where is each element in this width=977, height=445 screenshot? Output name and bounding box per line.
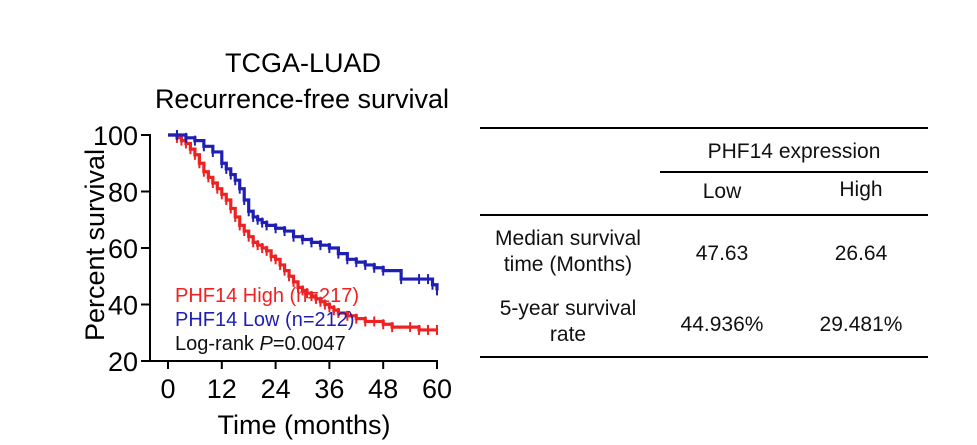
table-bottom-rule <box>480 356 928 358</box>
y-tick-label: 60 <box>108 234 138 264</box>
table-cell: 47.63 <box>695 242 749 265</box>
x-tick-label: 0 <box>160 374 175 404</box>
table-group-rule <box>660 171 928 173</box>
legend-high: PHF14 High (n=217) <box>175 285 359 307</box>
x-tick-label: 36 <box>314 374 344 404</box>
table-row-label: Median survival time (Months) <box>475 226 661 278</box>
y-tick-label: 100 <box>93 121 138 151</box>
row1-label-line2: time (Months) <box>503 253 633 276</box>
table-group-header: PHF14 expression <box>707 140 881 163</box>
x-tick-label: 24 <box>261 374 291 404</box>
table-cell: 29.481% <box>819 313 903 336</box>
y-tick-label: 40 <box>108 291 138 321</box>
x-tick-label: 60 <box>422 374 452 404</box>
x-tick-label: 12 <box>207 374 237 404</box>
chart-title-line2: Recurrence-free survival <box>155 84 449 114</box>
km-chart: TCGA-LUAD Recurrence-free survival Perce… <box>80 48 452 440</box>
x-tick-label: 48 <box>368 374 398 404</box>
table-top-rule <box>480 127 928 129</box>
logrank-prefix: Log-rank <box>175 333 260 355</box>
table-header-rule <box>480 214 928 216</box>
table-cell: 26.64 <box>834 242 888 265</box>
logrank-p: P <box>260 333 274 355</box>
legend-low: PHF14 Low (n=212) <box>175 309 355 331</box>
y-tick-label: 80 <box>108 178 138 208</box>
table-col-high: High <box>839 178 883 201</box>
table-row-label: 5-year survival rate <box>475 296 661 348</box>
x-axis-label: Time (months) <box>217 410 390 440</box>
chart-title-line1: TCGA-LUAD <box>225 48 381 78</box>
y-axis-label: Percent survival <box>80 149 110 341</box>
table-col-low: Low <box>702 180 742 203</box>
row2-label-line1: 5-year survival <box>499 297 637 320</box>
y-tick-label: 20 <box>108 347 138 377</box>
row2-label-line2: rate <box>549 323 587 346</box>
logrank-annotation: Log-rank P=0.0047 <box>175 333 346 355</box>
logrank-value: =0.0047 <box>273 333 346 355</box>
table-cell: 44.936% <box>680 313 764 336</box>
km-curve-low <box>168 133 439 291</box>
row1-label-line1: Median survival <box>495 227 641 250</box>
